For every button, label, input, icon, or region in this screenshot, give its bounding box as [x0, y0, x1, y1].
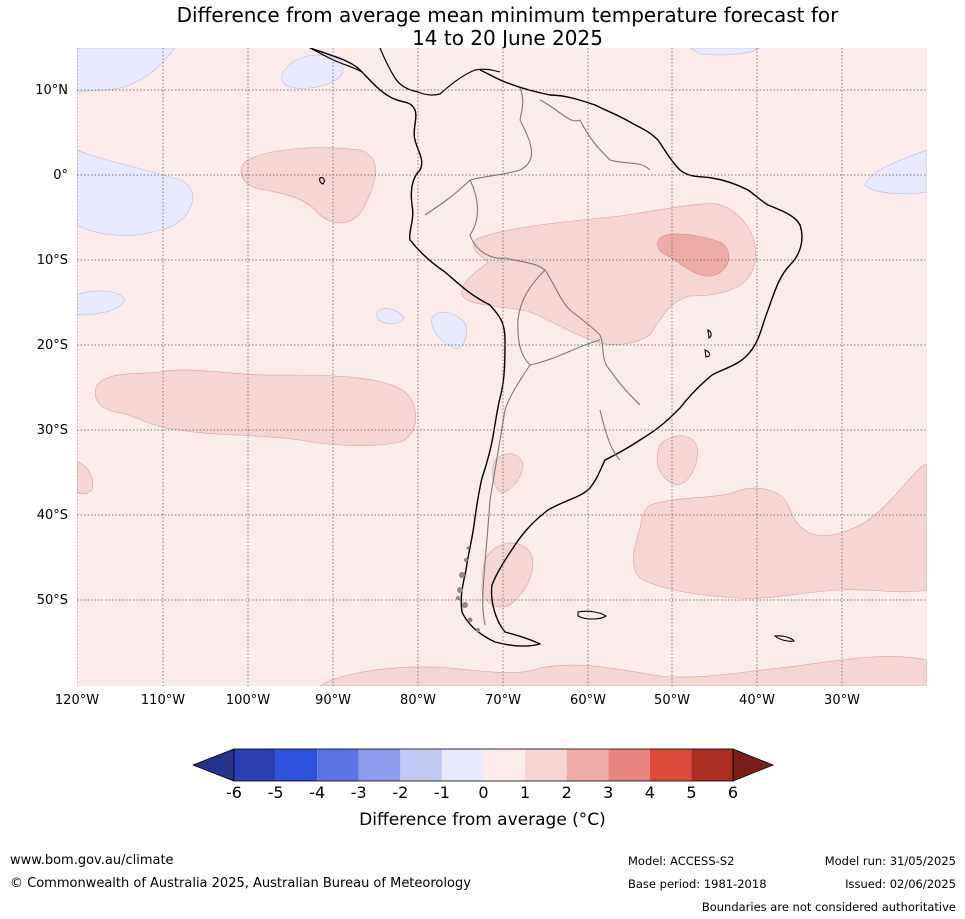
lat-label: 40°S [36, 508, 68, 523]
colorbar-cell [234, 749, 276, 781]
lon-label: 70°W [485, 693, 521, 708]
copyright-text: © Commonwealth of Australia 2025, Austra… [10, 876, 471, 891]
negative-anomaly-nw [77, 48, 176, 93]
lon-label: 30°W [824, 693, 860, 708]
lon-label: 110°W [140, 693, 186, 708]
colorbar-tick-label: -4 [309, 783, 326, 802]
chile-fjords [456, 546, 480, 632]
negative-anomaly-east-pacific [77, 149, 193, 236]
colorbar-tick-label: 3 [603, 783, 614, 802]
south-america-coastline [309, 48, 803, 647]
lon-label: 90°W [315, 693, 351, 708]
colorbar-tick-label: -5 [267, 783, 284, 802]
website-text: www.bom.gov.au/climate [10, 853, 174, 868]
colorbar-cell [275, 749, 318, 781]
warm-anomaly-southeast-pacific [95, 369, 416, 446]
warm-anomaly-uruguay-coast [656, 435, 699, 486]
lat-label: 0° [53, 168, 68, 183]
lon-label: 40°W [739, 693, 775, 708]
model-text: Model: ACCESS-S2 [628, 854, 735, 868]
lat-label: 30°S [36, 423, 68, 438]
negative-anomaly-small-3 [376, 308, 405, 325]
issued-text: Issued: 02/06/2025 [845, 877, 956, 891]
colorbar-extend-high [732, 748, 775, 782]
lon-label: 50°W [654, 693, 690, 708]
colorbar-tick-label: 0 [478, 783, 489, 802]
colorbar-cell [400, 749, 442, 781]
central-america-coastline [309, 48, 501, 96]
colorbar-cell [317, 749, 359, 781]
colorbar-cell [691, 749, 733, 781]
colorbar-cell [483, 749, 526, 781]
warm-anomaly-equatorial-pacific [240, 147, 376, 224]
colorbar-tick-label: -2 [392, 783, 409, 802]
colorbar-cell [441, 749, 484, 781]
colorbar-tick-label: 1 [519, 783, 531, 802]
colorbar-tick-label: 5 [686, 783, 697, 802]
colorbar-cell [608, 749, 650, 781]
warm-anomaly-south-atlantic [633, 464, 927, 599]
negative-anomaly-small-1 [281, 54, 344, 89]
warm-anomaly-west-edge [77, 461, 93, 495]
colorbar-label: Difference from average (°C) [359, 810, 606, 830]
colorbar-cell [358, 749, 401, 781]
colorbar-tick-label: -6 [226, 783, 242, 802]
country-borders [424, 87, 651, 626]
colorbar-tick-label: -1 [433, 783, 450, 802]
lat-label: 10°N [35, 83, 68, 98]
colorbar-frame [233, 748, 734, 782]
lon-label: 60°W [570, 693, 606, 708]
colorbar-tick-label: 4 [644, 783, 655, 802]
colorbar-extend-low [191, 748, 235, 782]
negative-anomaly-small-2 [77, 290, 126, 316]
lat-label: 50°S [36, 593, 68, 608]
disclaimer-text: Boundaries are not considered authoritat… [701, 900, 956, 914]
lat-label: 10°S [36, 253, 68, 268]
colorbar-tick-label: 2 [561, 783, 572, 802]
negative-anomaly-north-atlantic [689, 48, 761, 56]
warm-anomaly-brazil-core [657, 233, 730, 277]
negative-anomaly-small-4 [431, 312, 467, 349]
lon-label: 120°W [54, 693, 100, 708]
colorbar-cell [525, 749, 567, 781]
lat-label: 20°S [36, 338, 68, 353]
warm-anomaly-south-edge [319, 656, 927, 686]
colorbar-cell [566, 749, 609, 781]
title-line-1: Difference from average mean minimum tem… [176, 3, 839, 27]
graticule [77, 48, 927, 686]
colorbar-tick-label: -3 [350, 783, 367, 802]
anomaly-map [77, 48, 927, 686]
islands [319, 176, 795, 642]
chart-title: Difference from average mean minimum tem… [0, 4, 965, 50]
colorbar-cell [649, 749, 692, 781]
lon-label: 80°W [400, 693, 436, 708]
colorbar-tick-label: 6 [727, 783, 739, 802]
model-run-text: Model run: 31/05/2025 [824, 854, 956, 868]
negative-anomaly-east-atlantic [864, 149, 927, 195]
title-line-2: 14 to 20 June 2025 [412, 26, 603, 50]
base-period-text: Base period: 1981-2018 [628, 877, 767, 891]
lon-label: 100°W [225, 693, 271, 708]
